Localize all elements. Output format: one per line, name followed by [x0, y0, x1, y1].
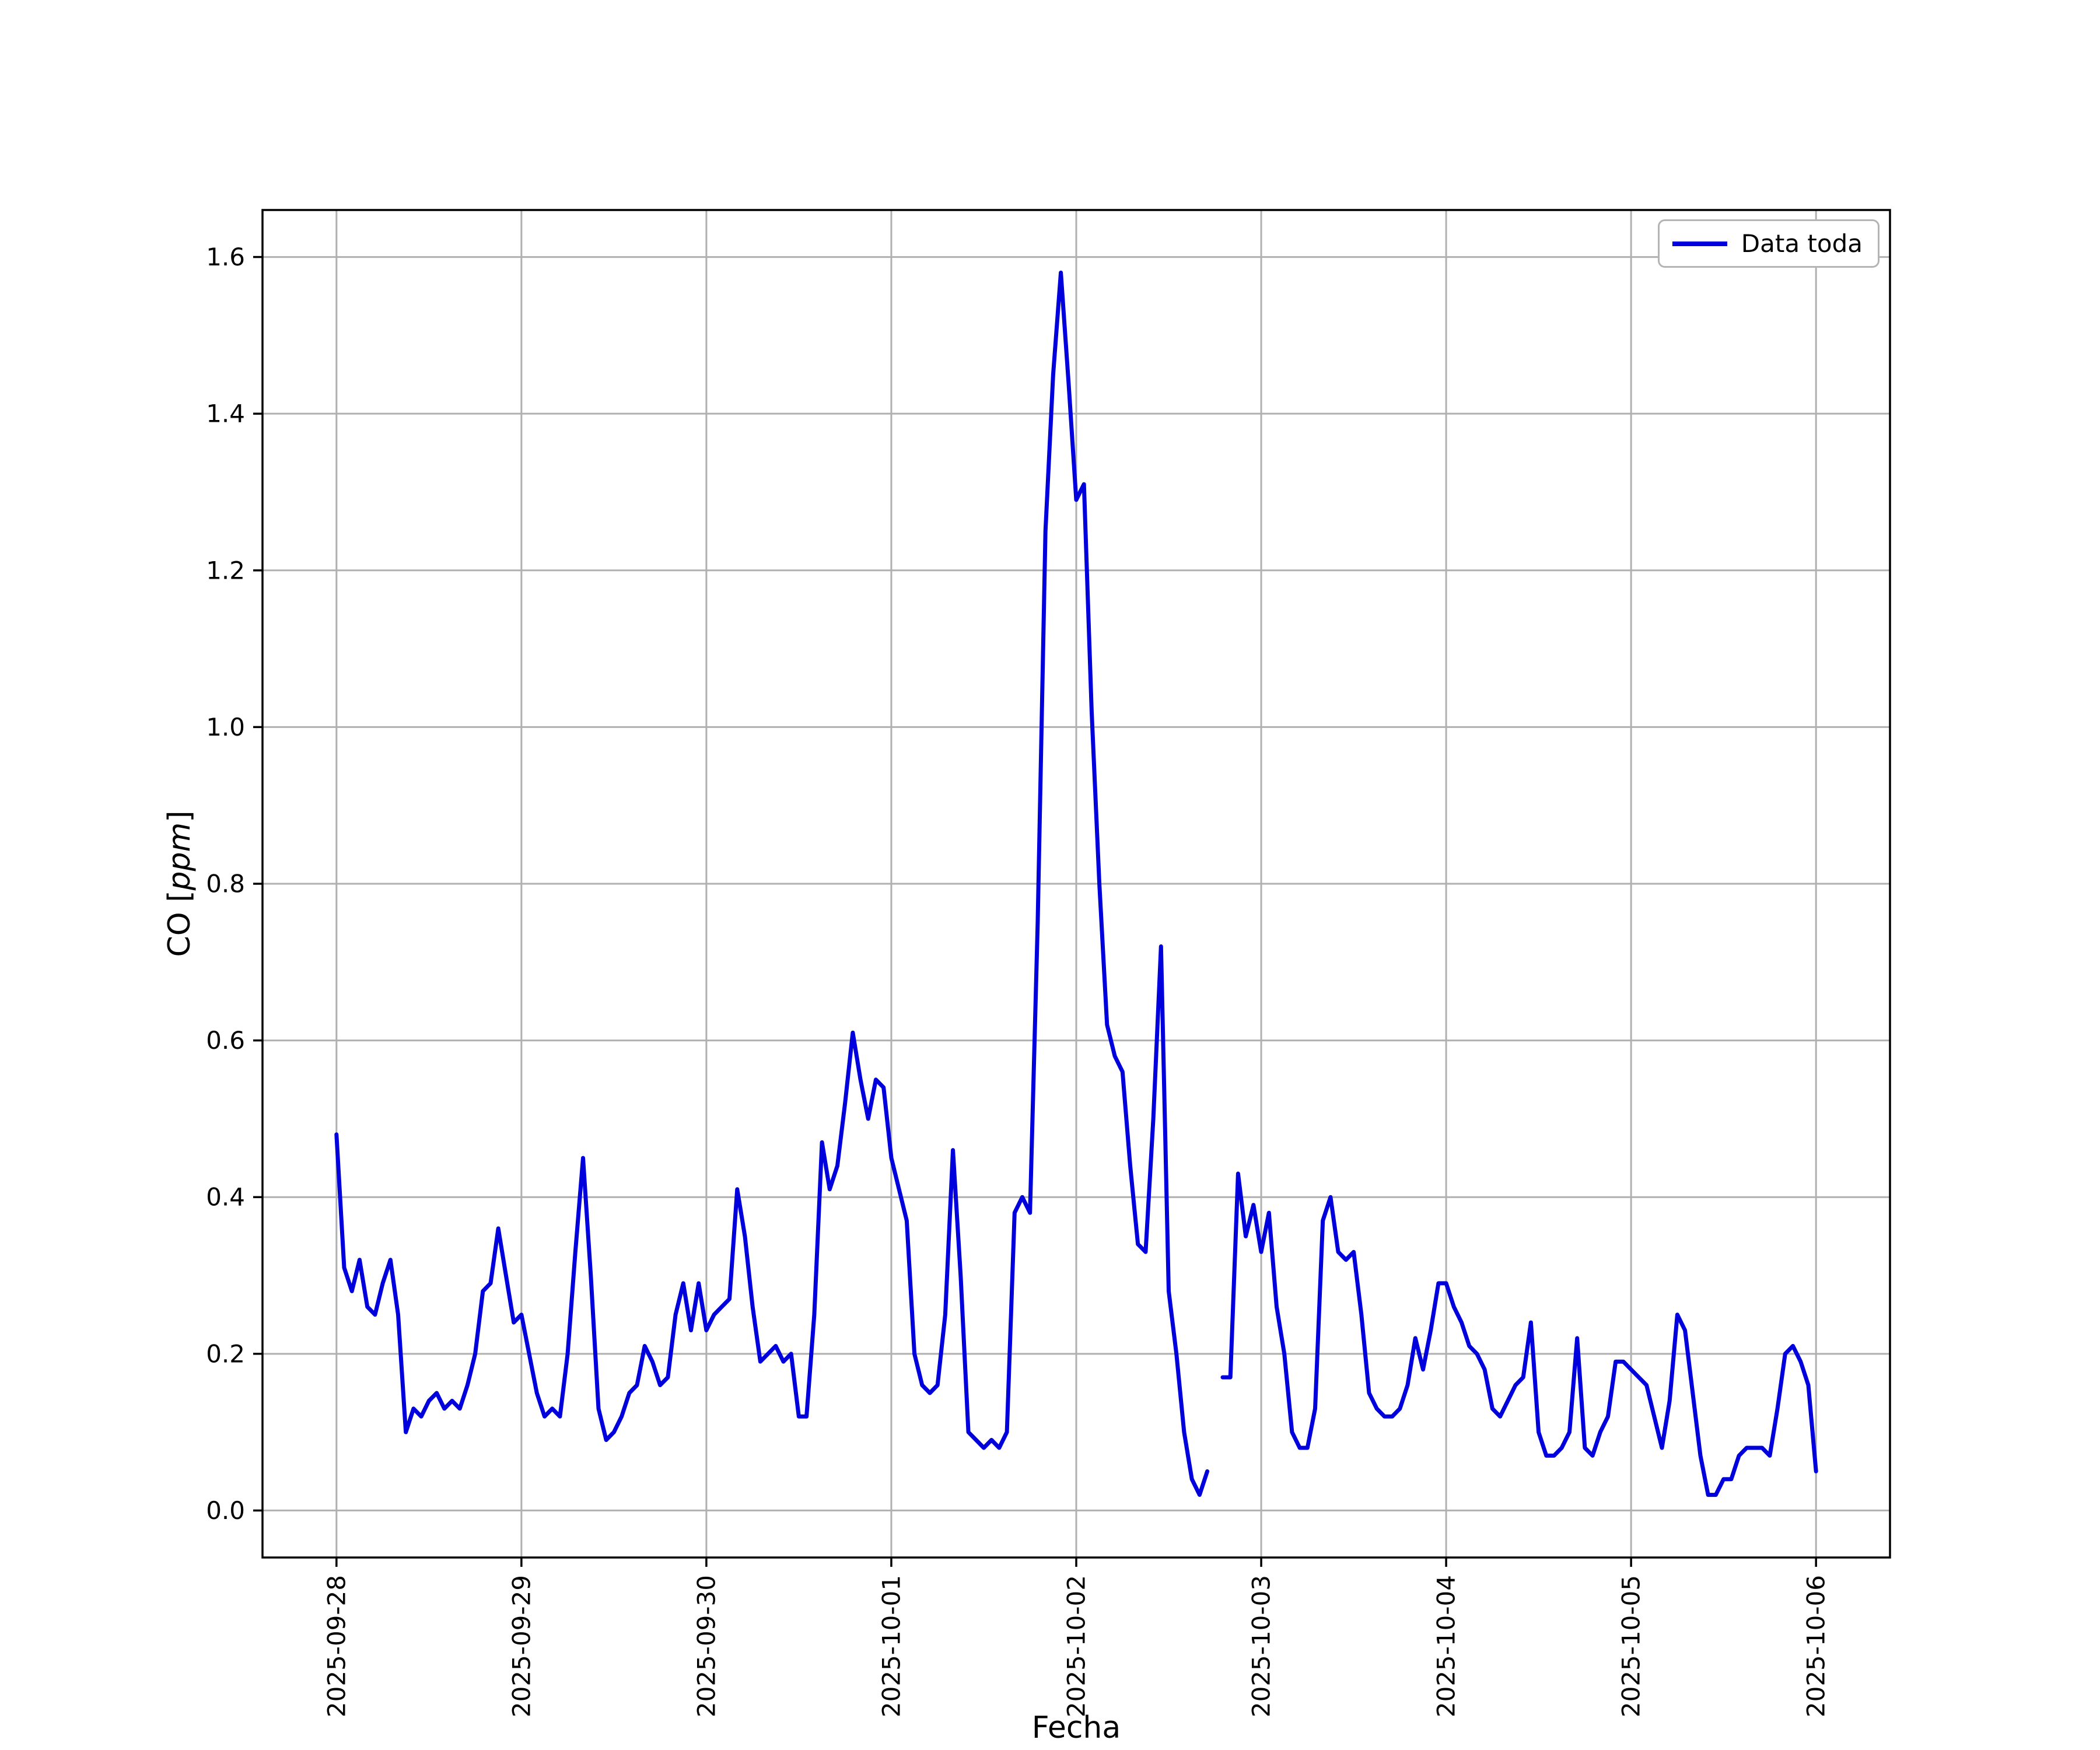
- y-tick-label: 0.0: [206, 1496, 245, 1525]
- y-tick-label: 0.4: [206, 1183, 245, 1212]
- data-line: [334, 270, 1818, 1497]
- x-tick-label: 2025-10-03: [1247, 1575, 1276, 1717]
- y-axis-label-suffix: ]: [162, 810, 197, 822]
- y-tick-label: 1.2: [206, 556, 245, 584]
- x-tick-label: 2025-10-05: [1617, 1575, 1646, 1717]
- x-tick-label: 2025-10-01: [877, 1575, 905, 1717]
- y-axis-label-unit: ppm: [162, 822, 197, 891]
- x-tick-label: 2025-09-29: [507, 1575, 536, 1717]
- y-tick-label: 1.6: [206, 243, 245, 271]
- legend-label: Data toda: [1741, 229, 1863, 258]
- y-tick-label: 1.4: [206, 400, 245, 428]
- legend: Data toda: [1657, 219, 1880, 268]
- x-axis-label: Fecha: [1031, 1710, 1121, 1745]
- x-tick-label: 2025-10-04: [1432, 1575, 1461, 1717]
- y-axis-label: CO [ppm]: [162, 810, 197, 957]
- legend-line-sample-icon: [1672, 241, 1727, 246]
- x-tick-label: 2025-09-30: [692, 1575, 720, 1717]
- y-axis-label-prefix: CO [: [162, 890, 197, 957]
- x-tick-label: 2025-10-02: [1062, 1575, 1091, 1717]
- x-tick-label: 2025-10-06: [1802, 1575, 1831, 1717]
- y-tick-label: 1.0: [206, 713, 245, 741]
- y-tick-label: 0.6: [206, 1026, 245, 1055]
- x-tick-label: 2025-09-28: [322, 1575, 351, 1717]
- y-tick-label: 0.8: [206, 870, 245, 898]
- y-tick-label: 0.2: [206, 1339, 245, 1368]
